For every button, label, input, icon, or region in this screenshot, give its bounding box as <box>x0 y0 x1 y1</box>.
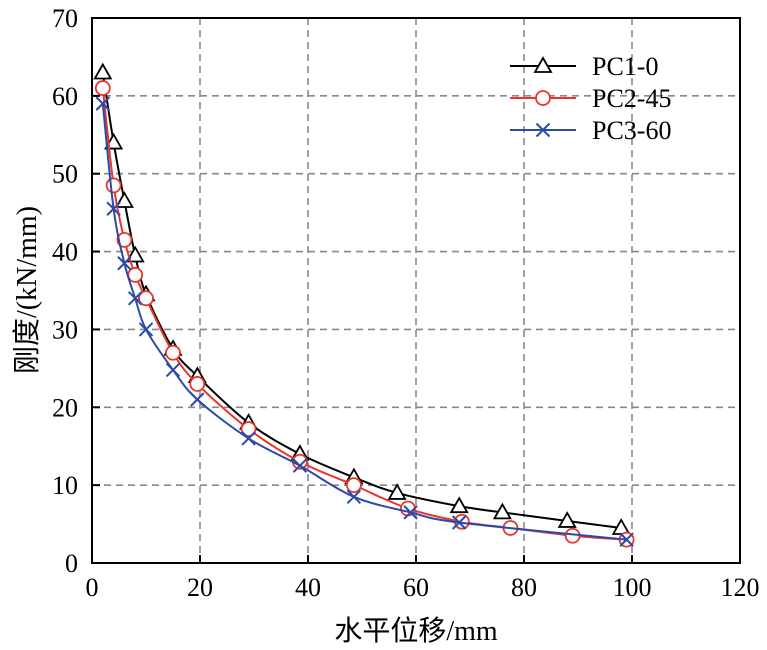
data-point <box>403 505 418 520</box>
x-tick-label: 120 <box>721 573 760 602</box>
y-tick-label: 20 <box>52 393 78 422</box>
data-point <box>114 191 134 208</box>
x-tick-label: 100 <box>613 573 652 602</box>
data-point <box>165 344 181 361</box>
data-point <box>241 431 256 446</box>
series-line <box>101 103 627 541</box>
data-point <box>451 515 467 530</box>
data-point <box>345 477 362 494</box>
data-point <box>127 291 143 306</box>
tick-marks-and-labels: 0 20 40 60 80 100 120 0 10 20 30 40 50 60 70 <box>52 4 760 602</box>
legend-marker <box>535 122 551 138</box>
data-point <box>125 245 145 263</box>
y-tick-label: 50 <box>52 160 78 189</box>
data-point <box>105 177 122 194</box>
legend-label: PC1-0 <box>592 52 658 81</box>
legend-label: PC3-60 <box>592 116 671 145</box>
data-point <box>492 502 512 520</box>
data-point <box>93 62 113 80</box>
legend-marker <box>533 56 553 73</box>
series-line <box>101 72 622 529</box>
data-point <box>95 96 111 111</box>
data-point <box>557 511 577 528</box>
data-point <box>292 458 308 473</box>
x-tick-label: 60 <box>403 573 429 602</box>
data-point <box>117 256 132 271</box>
legend-entry-pc2-45: PC2-45 <box>510 84 671 113</box>
y-tick-label: 70 <box>52 4 78 33</box>
data-point <box>106 201 121 216</box>
data-point <box>165 362 181 378</box>
data-point <box>387 483 407 500</box>
legend-label: PC2-45 <box>592 84 671 113</box>
x-tick-label: 20 <box>187 573 213 602</box>
x-axis-title: 水平位移/mm <box>334 615 498 647</box>
x-tick-label: 40 <box>295 573 321 602</box>
y-tick-label: 40 <box>52 238 78 267</box>
plot-series <box>93 62 635 548</box>
legend-entry-pc1-0: PC1-0 <box>510 52 658 81</box>
data-point <box>346 489 362 505</box>
legend-entry-pc3-60: PC3-60 <box>510 116 671 145</box>
data-point <box>240 421 257 437</box>
x-tick-label: 80 <box>511 573 537 602</box>
data-point <box>619 532 634 547</box>
data-point <box>138 290 154 307</box>
y-tick-label: 0 <box>65 549 78 578</box>
y-tick-label: 10 <box>52 471 78 500</box>
legend-marker <box>535 90 551 106</box>
grid-lines <box>92 18 740 563</box>
series-pc2-45 <box>94 80 635 548</box>
y-tick-label: 30 <box>52 315 78 344</box>
y-tick-label: 60 <box>52 82 78 111</box>
x-tick-label: 0 <box>86 573 99 602</box>
series-line <box>101 87 627 541</box>
data-point <box>449 496 469 514</box>
data-point <box>189 376 206 392</box>
series-pc3-60 <box>95 96 634 547</box>
data-point <box>94 80 111 96</box>
y-axis-title: 刚度/(kN/mm) <box>11 206 43 374</box>
data-point <box>190 392 205 407</box>
legend: PC1-0 PC2-45 PC3-60 <box>510 52 671 145</box>
data-point <box>138 322 154 337</box>
data-point <box>116 231 133 248</box>
